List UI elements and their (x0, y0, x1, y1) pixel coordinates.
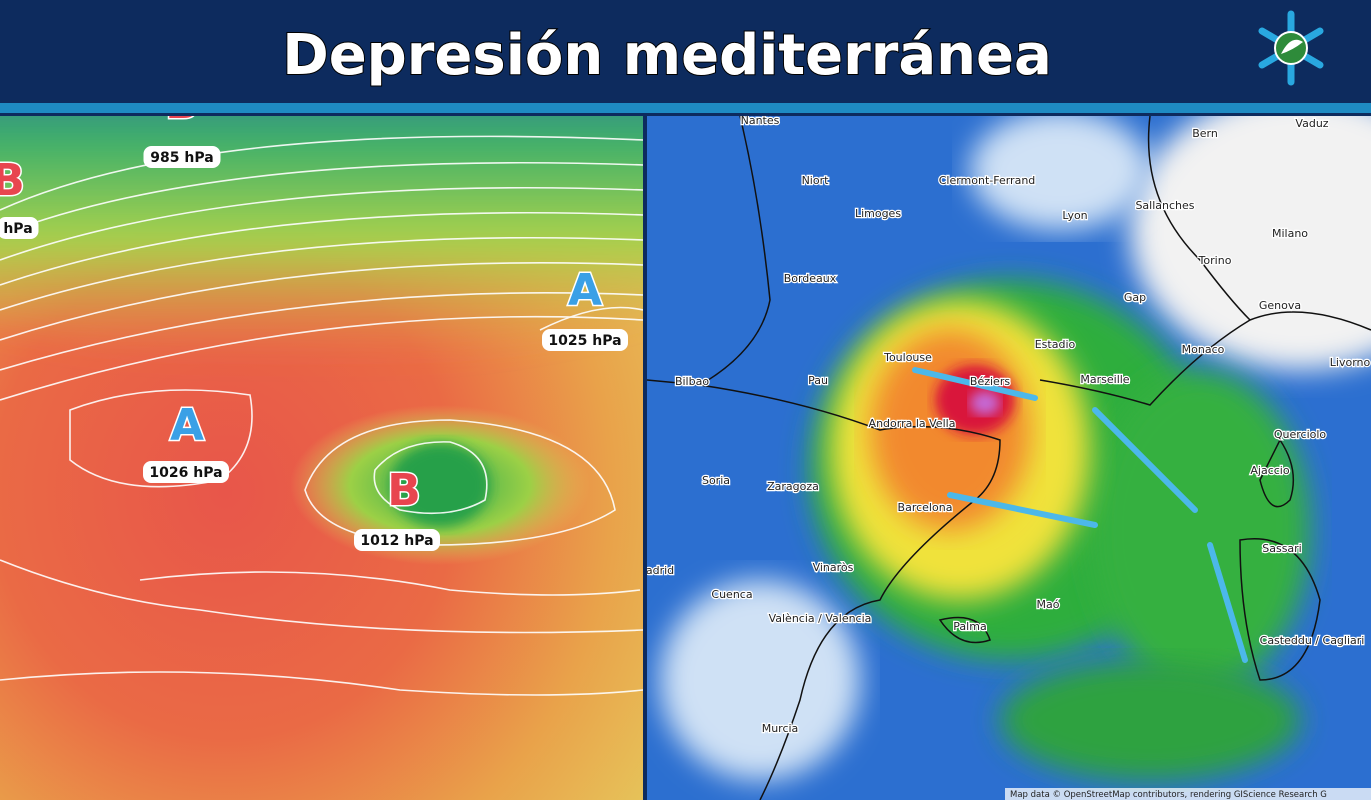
city-label: Niort (802, 174, 830, 187)
city-label: Sallanches (1135, 199, 1194, 212)
pressure-symbol: B (165, 78, 199, 129)
city-label: Vinaròs (813, 561, 854, 574)
header-band (0, 0, 1371, 103)
city-label: Andorra la Vella (869, 417, 956, 430)
city-label: Bern (1192, 127, 1218, 140)
city-label: Torino (1198, 254, 1232, 267)
city-label: Nantes (741, 114, 780, 127)
city-label: Toulouse (883, 351, 932, 364)
city-label: Milano (1272, 227, 1308, 240)
city-label: Palma (953, 620, 986, 633)
city-label: Gap (1124, 291, 1146, 304)
title: Depresión mediterránea (282, 23, 1052, 88)
pressure-symbol: B (0, 155, 25, 206)
pressure-box (354, 529, 440, 551)
pressure-value: hPa (3, 221, 32, 237)
city-label: adrid (646, 564, 674, 577)
pressure-symbol: A (568, 265, 602, 316)
city-label: Bilbao (675, 375, 709, 388)
pressure-symbol: B (387, 465, 421, 516)
pressure-value: 985 hPa (150, 150, 213, 166)
city-label: Bordeaux (784, 272, 837, 285)
city-label: Pau (808, 374, 828, 387)
pressure-box (143, 461, 229, 483)
pressure-box (542, 329, 628, 351)
city-label: Soria (702, 474, 730, 487)
city-label: València / Valencia (769, 612, 872, 625)
city-label: Murcia (762, 722, 799, 735)
city-label: Vaduz (1295, 117, 1328, 130)
city-label: Cuenca (711, 588, 752, 601)
pressure-value: 1026 hPa (149, 465, 222, 481)
city-label: Querciolo (1274, 428, 1327, 441)
city-label: Genova (1259, 299, 1301, 312)
pressure-symbol: A (170, 400, 204, 451)
city-label: Casteddu / Cagliari (1260, 634, 1365, 647)
city-label: Estadio (1035, 338, 1076, 351)
city-label: Lyon (1062, 209, 1087, 222)
city-label: Clermont-Ferrand (939, 174, 1036, 187)
header-edge (0, 113, 1371, 116)
city-label: Zaragoza (767, 480, 819, 493)
pressure-box (143, 146, 221, 168)
city-label: Barcelona (898, 501, 953, 514)
divider (643, 116, 647, 800)
city-label: Monaco (1182, 343, 1225, 356)
header-stripe (0, 103, 1371, 113)
pressure-value: 1012 hPa (360, 533, 433, 549)
attribution: Map data © OpenStreetMap contributors, r… (1010, 790, 1327, 800)
city-label: Limoges (855, 207, 901, 220)
rain-map: Nantes Bern Vaduz Niort Limoges Clermont-Ferr… (646, 114, 1371, 800)
city-label: Béziers (970, 375, 1010, 388)
city-label: Livorno (1330, 356, 1371, 369)
logo (1258, 10, 1324, 86)
city-label: Sassari (1262, 542, 1302, 555)
city-label: Maó (1037, 598, 1060, 611)
pressure-value: 1025 hPa (548, 333, 621, 349)
pressure-box (0, 217, 39, 239)
city-label: Ajaccio (1250, 464, 1289, 477)
city-label: Marseille (1080, 373, 1129, 386)
